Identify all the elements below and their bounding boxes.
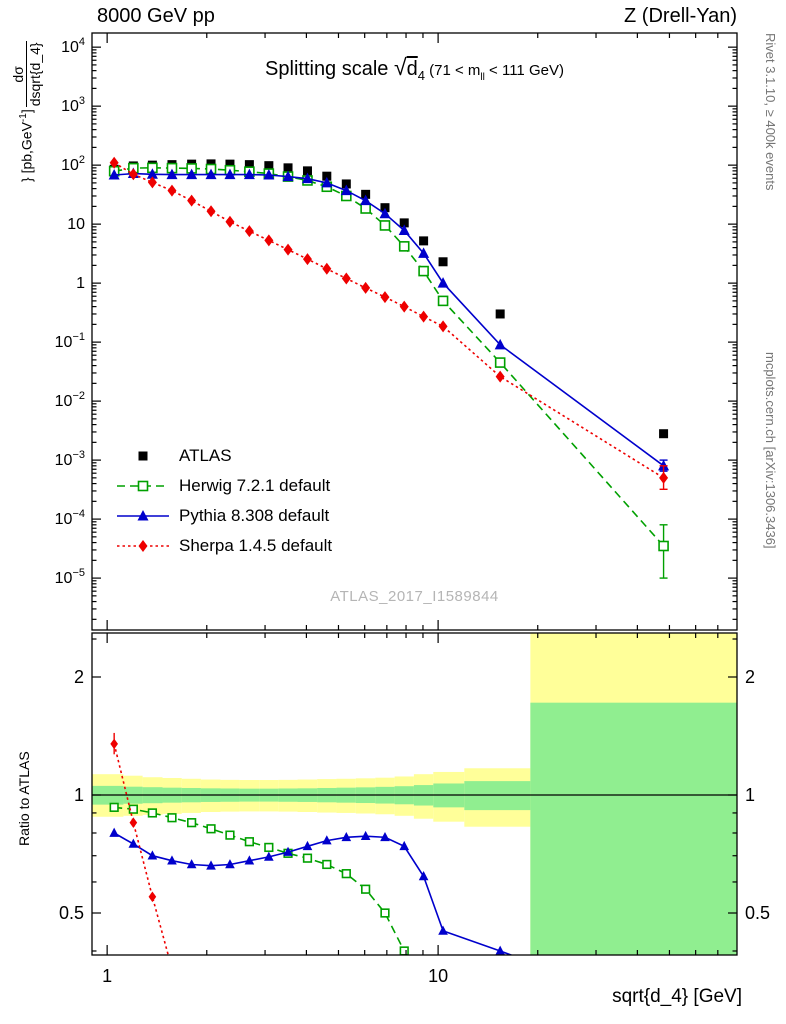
svg-text:1: 1 — [745, 785, 755, 805]
svg-text:0.5: 0.5 — [59, 903, 84, 923]
plot-title-prefix: Splitting scale — [265, 58, 394, 80]
svg-text:10: 10 — [67, 216, 85, 233]
ylabel-numerator: dσ — [10, 41, 27, 108]
svg-text:1: 1 — [74, 785, 84, 805]
series-pythia — [108, 167, 670, 472]
main-plot-frame — [91, 32, 738, 631]
legend-item-atlas: ATLAS — [116, 441, 332, 471]
plot-title-cut-sub: ll — [480, 72, 485, 83]
legend-label-herwig: Herwig 7.2.1 default — [179, 476, 331, 495]
ratio-series-herwig — [109, 802, 409, 955]
svg-text:102: 102 — [61, 154, 85, 174]
ratio-uncertainty-bands — [92, 633, 737, 955]
legend-label-pythia: Pythia 8.308 default — [179, 506, 330, 525]
svg-text:2: 2 — [745, 667, 755, 687]
rivet-version-note: Rivet 3.1.10, ≥ 400k events — [763, 33, 778, 191]
svg-text:103: 103 — [61, 95, 85, 115]
ylabel-unit-text: } [pb,GeV — [18, 122, 35, 182]
legend-label-atlas: ATLAS — [179, 446, 232, 465]
svg-text:104: 104 — [61, 36, 85, 56]
ylabel-denominator: dsqrt{d_4} — [27, 42, 43, 107]
svg-text:10−2: 10−2 — [55, 390, 85, 410]
ratio-plot-frame — [91, 632, 738, 956]
series-sherpa — [109, 156, 669, 490]
plot-title: Splitting scale √d4 (71 < mll < 111 GeV) — [92, 54, 737, 83]
plot-title-observable: d — [406, 58, 418, 80]
legend-item-pythia: Pythia 8.308 default — [116, 501, 332, 531]
ylabel-unit-close: ] — [18, 109, 35, 114]
svg-text:1: 1 — [76, 275, 85, 292]
svg-text:10−5: 10−5 — [55, 567, 85, 587]
ratio-series-pythia — [109, 827, 514, 955]
svg-text:0.5: 0.5 — [745, 903, 770, 923]
legend-marker-pythia-icon — [117, 510, 169, 521]
legend-item-sherpa: Sherpa 1.4.5 default — [116, 531, 332, 561]
svg-text:1: 1 — [102, 966, 112, 986]
legend-marker-herwig-icon — [117, 480, 169, 492]
mcplots-reference-note: mcplots.cern.ch [arXiv:1306.3436] — [763, 352, 778, 549]
svg-text:10−3: 10−3 — [55, 449, 85, 469]
radical-symbol: √ — [394, 54, 407, 80]
svg-text:10−1: 10−1 — [55, 331, 85, 351]
plot-title-cut-post: < 111 GeV) — [484, 62, 564, 79]
ylabel-units: } [pb,GeV-1] — [18, 109, 35, 182]
axis-ticks-and-labels: 10−5 10−4 10−3 10−2 10−1 1 10 102 103 104 1 10 0.5 0.… — [55, 33, 770, 986]
process-label: Z (Drell-Yan) — [624, 5, 737, 27]
main-y-axis-label: dσ dsqrt{d_4} } [pb,GeV-1] — [10, 41, 43, 182]
plot-title-cut-pre: (71 < m — [424, 62, 481, 79]
legend: ATLAS Herwig 7.2.1 default Pythia 8.308 de… — [116, 441, 332, 561]
ylabel-unit-exponent: -1 — [18, 113, 30, 123]
svg-text:2: 2 — [74, 667, 84, 687]
legend-marker-sherpa-icon — [117, 540, 169, 552]
ratio-y-axis-label: Ratio to ATLAS — [16, 751, 32, 846]
plot-title-observable-sub: 4 — [417, 68, 425, 83]
x-axis-label: sqrt{d_4} [GeV] — [612, 986, 742, 1007]
legend-marker-atlas-icon — [138, 451, 148, 461]
legend-label-sherpa: Sherpa 1.4.5 default — [179, 536, 333, 555]
analysis-id-watermark: ATLAS_2017_I1589844 — [330, 588, 499, 605]
beam-energy-label: 8000 GeV pp — [97, 5, 215, 27]
ratio-series-sherpa — [110, 732, 170, 955]
svg-text:10−4: 10−4 — [55, 508, 85, 528]
ylabel-fraction: dσ dsqrt{d_4} — [10, 41, 43, 108]
legend-item-herwig: Herwig 7.2.1 default — [116, 471, 332, 501]
svg-text:10: 10 — [428, 966, 448, 986]
